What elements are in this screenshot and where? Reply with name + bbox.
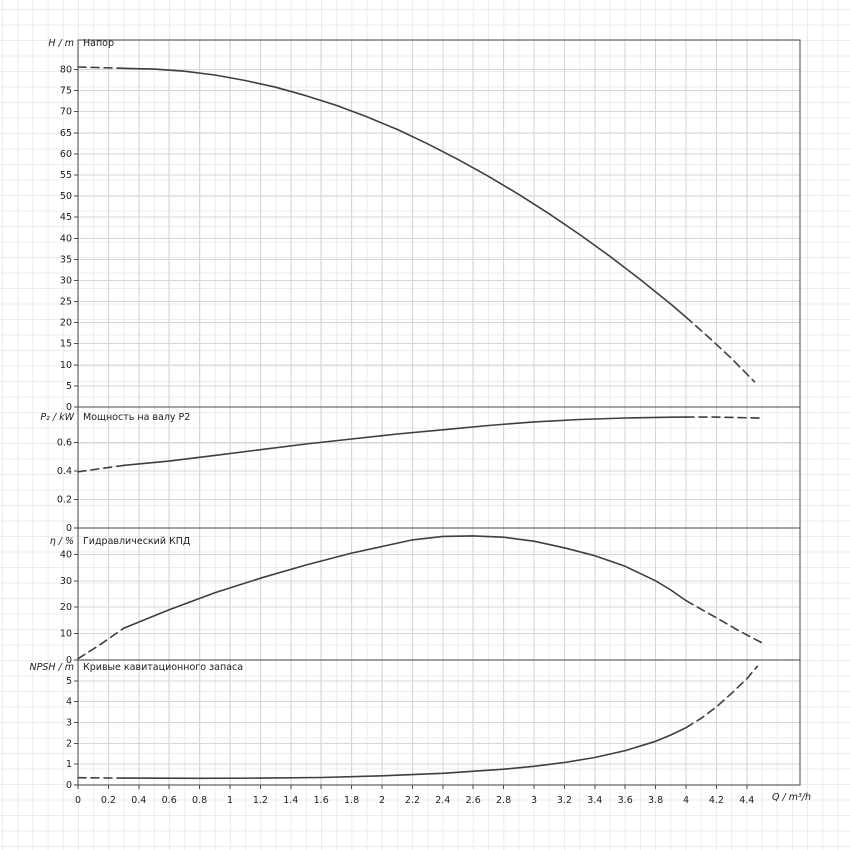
y-tick-label: 15 (60, 339, 72, 350)
x-tick-label: 3.6 (618, 795, 633, 806)
efficiency-dashed-right (685, 599, 763, 644)
y-tick-label: 75 (60, 86, 72, 97)
y-tick-label: 0 (66, 402, 72, 413)
y-tick-label: 10 (60, 629, 72, 640)
y-tick-label: 70 (60, 107, 72, 118)
x-tick-label: 3.2 (557, 795, 572, 806)
x-tick-label: 4.4 (739, 795, 754, 806)
y-tick-label: 5 (66, 676, 72, 687)
npsh-panel-title: Кривые кавитационного запаса (83, 662, 244, 673)
x-tick-label: 4.2 (709, 795, 724, 806)
x-tick-label: 3.4 (587, 795, 602, 806)
shaft-power-curve (122, 416, 687, 467)
x-tick-label: 2.6 (466, 795, 481, 806)
y-tick-label: 0 (66, 655, 72, 666)
x-tick-label: 1.6 (314, 795, 329, 806)
y-tick-label: 55 (60, 170, 72, 181)
y-tick-label: 0 (66, 523, 72, 534)
plot-border (77, 39, 801, 786)
x-tick-label: 1 (227, 795, 233, 806)
y-tick-label: 30 (60, 576, 72, 587)
x-tick-label: 0.4 (131, 795, 146, 806)
y-tick-label: 35 (60, 254, 72, 265)
npsh-curve (122, 726, 687, 780)
x-tick-label: 4 (683, 795, 689, 806)
flow-axis-label: Q / m³/h (772, 792, 812, 803)
y-tick-label: 20 (60, 602, 72, 613)
efficiency-axis-label: η / % (49, 536, 74, 547)
y-tick-label: 10 (60, 360, 72, 371)
y-tick-label: 40 (60, 233, 72, 244)
y-tick-label: 3 (66, 718, 72, 729)
efficiency-dashed-left (77, 627, 125, 660)
x-tick-label: 0 (75, 795, 81, 806)
y-tick-label: 40 (60, 549, 72, 560)
y-tick-label: 20 (60, 318, 72, 329)
y-tick-label: 80 (60, 65, 72, 76)
npsh-dashed-right (685, 665, 759, 729)
x-tick-label: 2 (379, 795, 385, 806)
y-tick-label: 2 (66, 738, 72, 749)
y-tick-label: 30 (60, 275, 72, 286)
x-tick-label: 0.6 (162, 795, 177, 806)
y-tick-label: 0.2 (57, 495, 72, 506)
y-tick-label: 50 (60, 191, 72, 202)
shaft-power-dashed-left (77, 464, 125, 473)
x-tick-label: 0.8 (192, 795, 207, 806)
head-curve (122, 67, 687, 318)
x-tick-label: 1.2 (253, 795, 268, 806)
shaft-power-panel-title: Мощность на валу P2 (83, 412, 191, 423)
shaft-power-dashed-right (685, 416, 763, 419)
efficiency-panel-title: Гидравлический КПД (83, 536, 191, 547)
y-tick-label: 65 (60, 128, 72, 139)
y-tick-label: 60 (60, 149, 72, 160)
npsh-axis-label: NPSH / m (29, 662, 74, 673)
x-tick-label: 1.4 (283, 795, 298, 806)
y-tick-label: 0.4 (57, 466, 72, 477)
x-tick-label: 1.8 (344, 795, 359, 806)
shaft-power-axis-label: P₂ / kW (40, 412, 74, 423)
x-tick-label: 2.2 (405, 795, 420, 806)
head-curve-dashed-left (77, 66, 125, 70)
head-axis-label: H / m (48, 38, 74, 49)
y-tick-label: 5 (66, 381, 72, 392)
x-tick-label: 0.2 (101, 795, 116, 806)
head-curve-dashed-right (685, 316, 756, 383)
y-tick-label: 0 (66, 780, 72, 791)
y-tick-label: 45 (60, 212, 72, 223)
y-tick-label: 0.6 (57, 438, 72, 449)
efficiency-curve (122, 535, 687, 630)
x-tick-label: 3 (531, 795, 537, 806)
y-tick-label: 1 (66, 759, 72, 770)
x-tick-label: 2.8 (496, 795, 511, 806)
y-tick-label: 4 (66, 697, 72, 708)
y-tick-label: 25 (60, 297, 72, 308)
head-panel-title: Напор (83, 38, 115, 49)
x-tick-label: 3.8 (648, 795, 663, 806)
x-tick-label: 2.4 (435, 795, 450, 806)
